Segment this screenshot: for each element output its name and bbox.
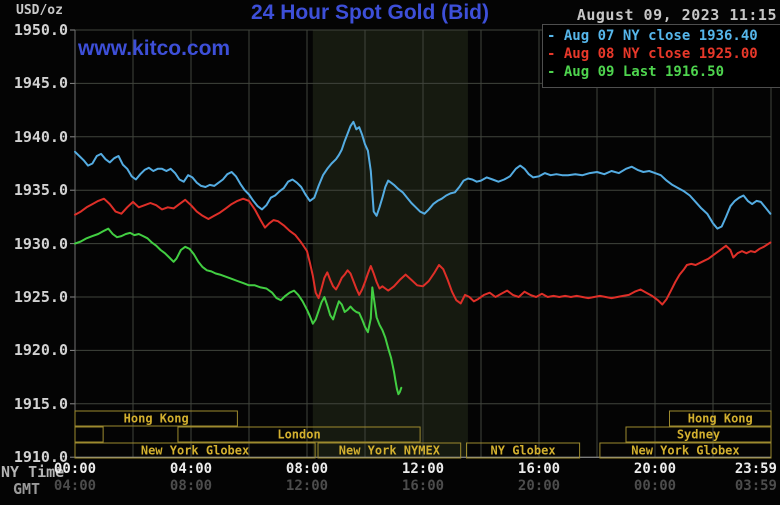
y-axis-tick-label: 1945.0 (13, 74, 68, 93)
y-axis-tick-label: 1935.0 (13, 181, 68, 200)
price-line-aug07 (74, 120, 772, 230)
y-axis-tick-label: 1925.0 (13, 288, 68, 306)
legend-item-aug07: - Aug 07 NY close 1936.40 (547, 28, 758, 44)
x-axis-tick-gmt: 03:59 (734, 478, 777, 494)
kitco-watermark: www.kitco.com (78, 37, 231, 60)
x-axis-tick-ny: 16:00 (517, 461, 561, 477)
x-axis-tick-gmt: 04:00 (53, 478, 97, 494)
legend-item-aug08: - Aug 08 NY close 1925.00 (547, 46, 758, 62)
legend-item-aug09: - Aug 09 Last 1916.50 (547, 64, 725, 80)
session-label: New York Globex (141, 444, 249, 458)
session-label: Sydney (677, 428, 720, 442)
y-axis-tick-label: 1930.0 (13, 234, 68, 253)
session-box (74, 426, 104, 443)
session-label: NY Globex (491, 444, 556, 458)
x-axis-tick-ny: 04:00 (169, 461, 213, 477)
x-axis-tick-ny: 00:00 (53, 461, 97, 477)
x-axis-tick-ny: 08:00 (285, 461, 329, 477)
session-label: London (277, 428, 320, 442)
session-box (317, 442, 462, 459)
session-box (177, 426, 421, 443)
x-axis-tick-gmt: 08:00 (169, 478, 213, 494)
session-box (74, 410, 238, 427)
y-axis-tick-label: 1920.0 (13, 341, 68, 360)
y-axis-tick-label: 1915.0 (13, 394, 68, 413)
x-axis-tick-ny: 23:59 (734, 461, 777, 477)
y-axis-units-label: USD/oz (16, 3, 63, 18)
x-axis-tick-gmt: 12:00 (285, 478, 329, 494)
session-label: New York NYMEX (339, 444, 441, 458)
session-box (74, 442, 316, 459)
x-axis-tick-gmt: 00:00 (633, 478, 677, 494)
price-line-aug09 (74, 227, 403, 396)
y-axis-tick-label: 1950.0 (13, 21, 68, 39)
x-axis-tick-gmt: 16:00 (401, 478, 445, 494)
chart-timestamp: August 09, 2023 11:15 (576, 6, 777, 24)
x-axis-tick-gmt: 20:00 (517, 478, 561, 494)
chart-title: 24 Hour Spot Gold (Bid) (251, 1, 489, 24)
session-box (466, 442, 581, 459)
legend-box: - Aug 07 NY close 1936.40 - Aug 08 NY cl… (542, 24, 780, 88)
x-axis-tick-ny: 12:00 (401, 461, 445, 477)
y-axis-tick-label: 1910.0 (13, 448, 68, 467)
price-line-aug08 (74, 197, 772, 306)
session-box (669, 410, 772, 427)
x-axis-tick-ny: 20:00 (633, 461, 677, 477)
session-label: Hong Kong (688, 412, 753, 426)
session-label: New York Globex (631, 444, 739, 458)
y-axis-tick-label: 1940.0 (13, 127, 68, 146)
session-box (599, 442, 772, 459)
session-box (625, 426, 772, 443)
session-label: Hong Kong (124, 412, 189, 426)
ny-time-axis-label: NY Time (1, 463, 65, 481)
gmt-axis-label: GMT (13, 480, 41, 498)
